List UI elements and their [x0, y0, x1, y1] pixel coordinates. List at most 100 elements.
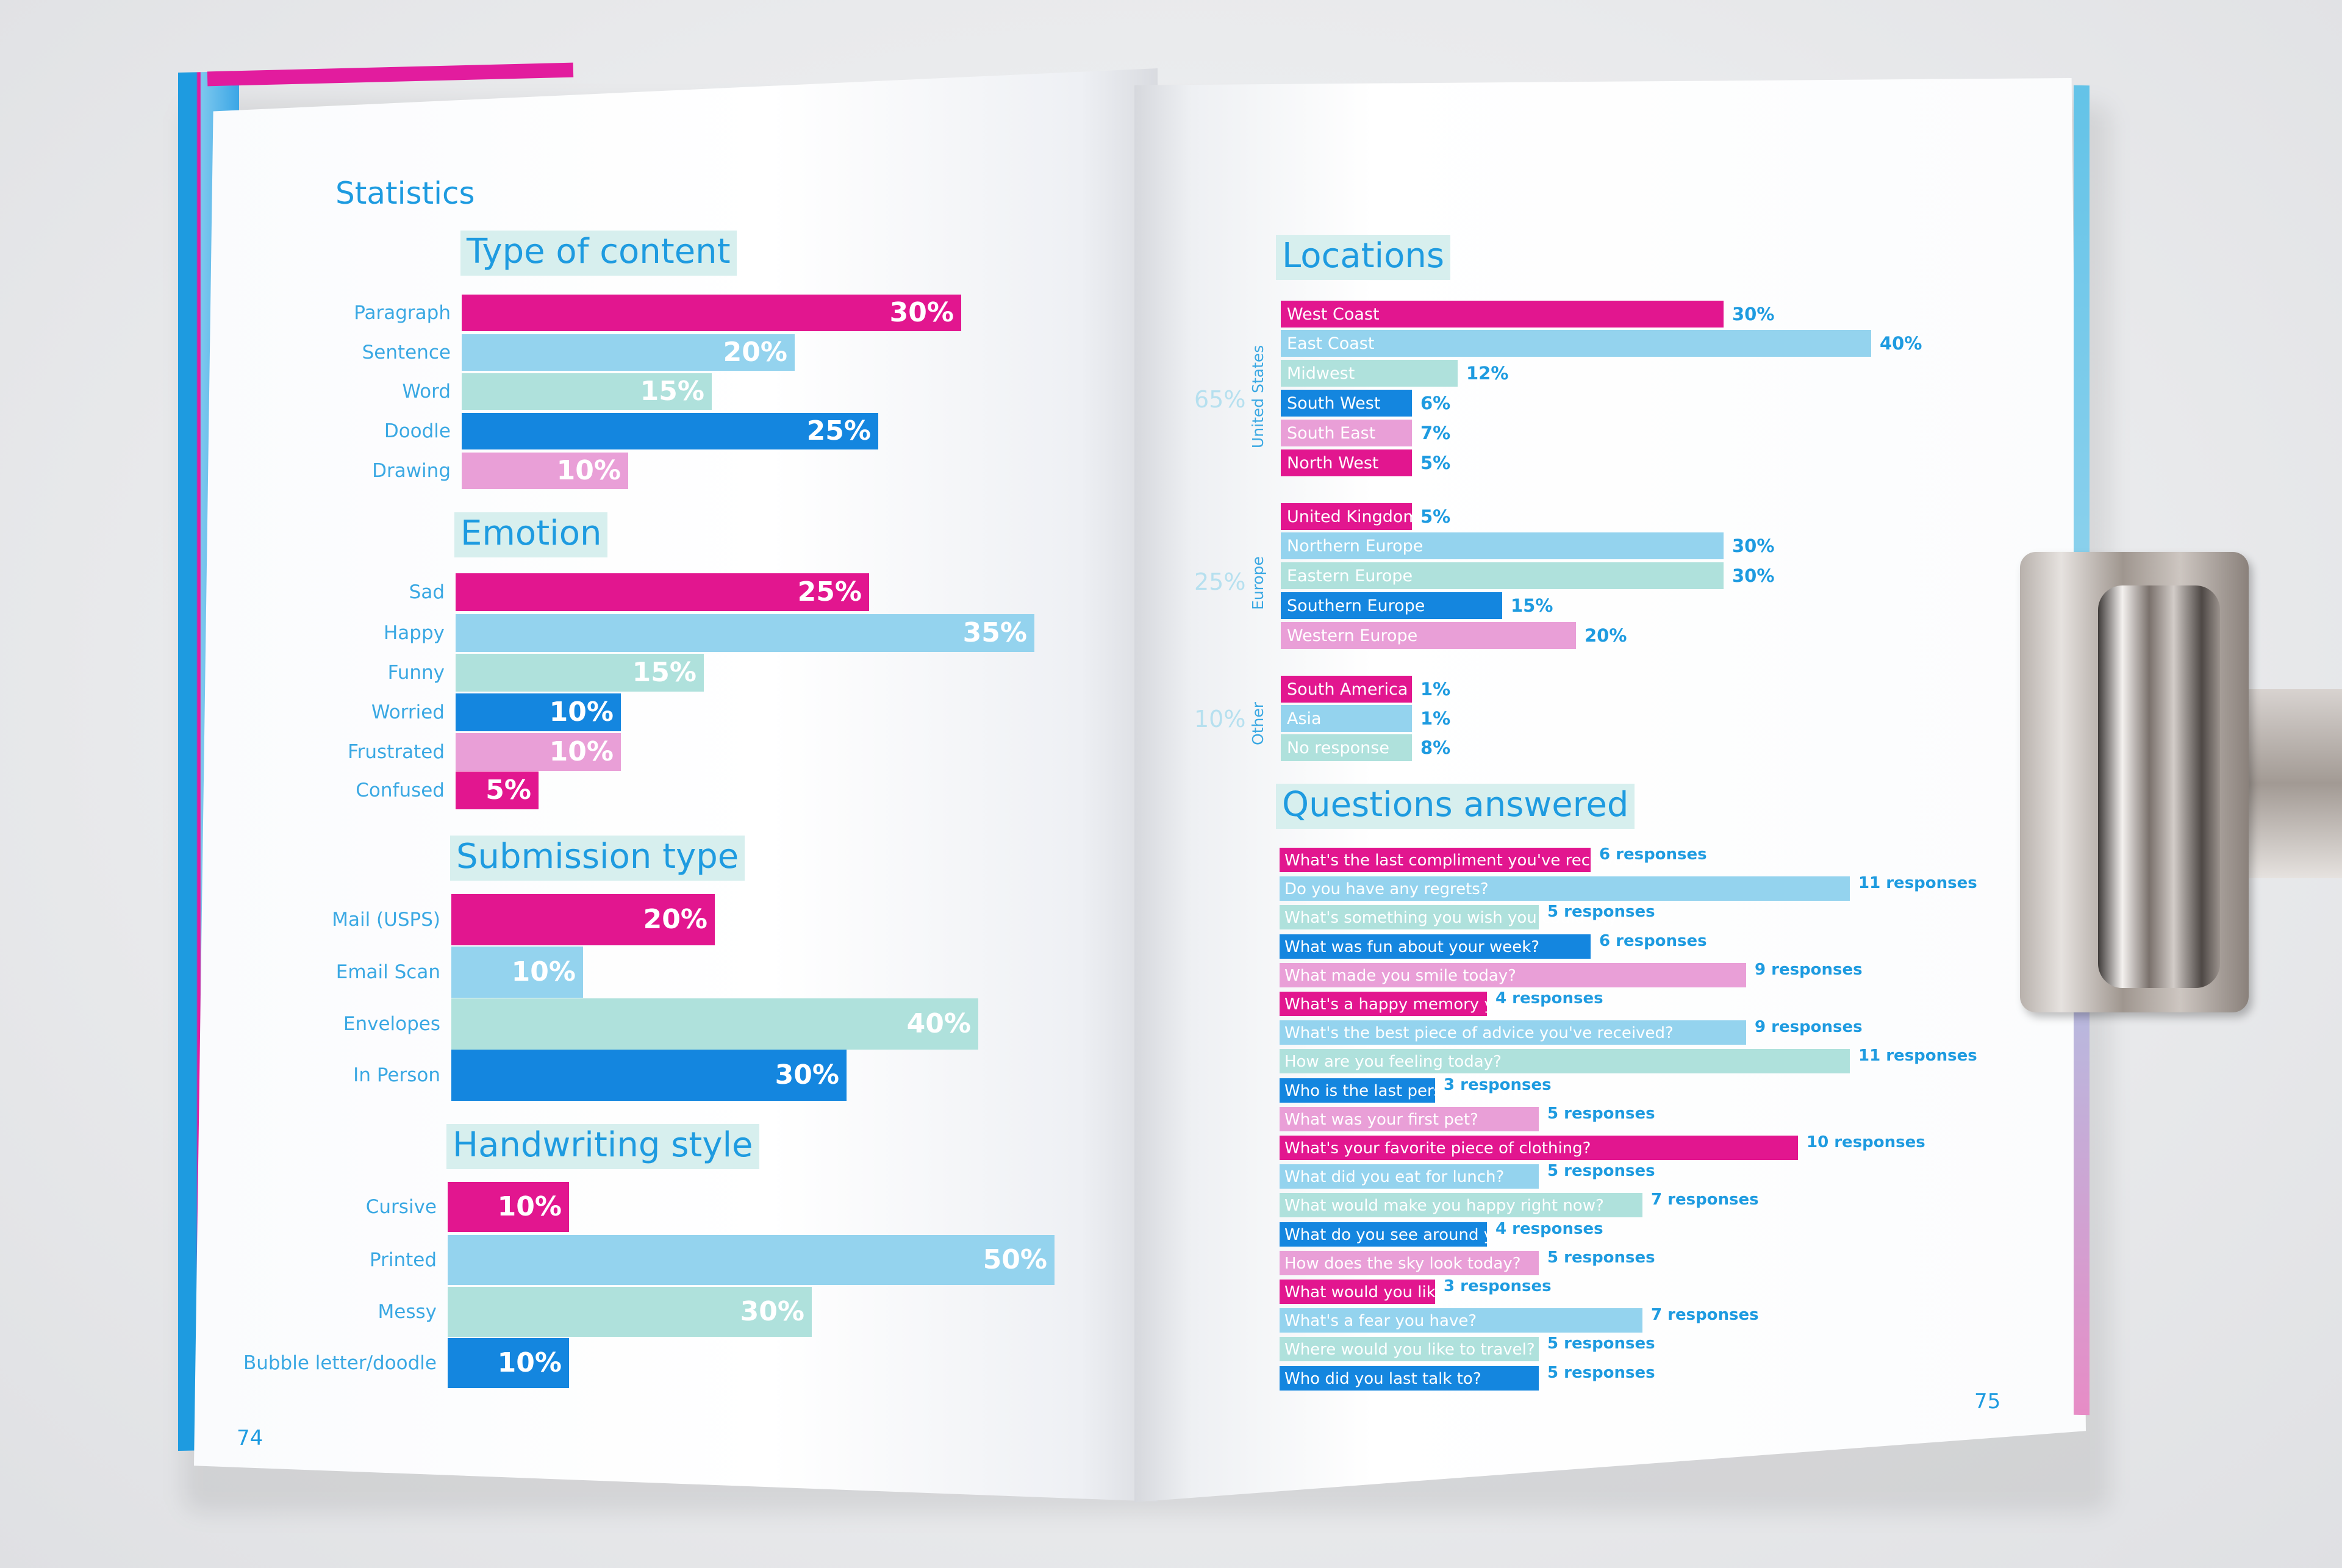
- bar-value-label: 20%: [643, 904, 707, 935]
- bar: [1280, 934, 1591, 959]
- bar-category-label: South West: [1287, 394, 1381, 413]
- bar-value-label: 8%: [1420, 737, 1451, 758]
- question-label: What did you eat for lunch?: [1284, 1168, 1505, 1186]
- question-label: What's the last compliment you've receiv…: [1284, 851, 1642, 870]
- bar-category-label: Eastern Europe: [1287, 567, 1413, 585]
- question-label: What's a happy memory you have?: [1284, 995, 1566, 1014]
- bar-value-label: 30%: [1732, 535, 1775, 556]
- response-count: 6 responses: [1599, 932, 1707, 950]
- bar-category-label: West Coast: [1287, 305, 1380, 324]
- bar-value-label: 30%: [1732, 304, 1775, 324]
- bar-category-label: Midwest: [1287, 364, 1355, 383]
- bar-category-label: North West: [1287, 454, 1379, 473]
- section-title: Handwriting style: [446, 1124, 759, 1169]
- response-count: 9 responses: [1755, 1018, 1863, 1036]
- bar-value-label: 25%: [797, 576, 862, 607]
- bar: [1281, 301, 1724, 328]
- question-label: How are you feeling today?: [1284, 1053, 1502, 1071]
- group-name: Europe: [1249, 556, 1267, 610]
- bar: [1280, 1020, 1746, 1045]
- binder-clip-roll: [2098, 585, 2220, 988]
- bar: [1281, 562, 1724, 589]
- response-count: 6 responses: [1599, 845, 1707, 864]
- bar-value-label: 6%: [1420, 393, 1451, 413]
- bar: [456, 573, 869, 611]
- bar: [451, 947, 583, 998]
- page-number-right: 75: [1974, 1389, 2001, 1414]
- question-label: Where would you like to travel?: [1284, 1341, 1535, 1359]
- section-title: Submission type: [450, 836, 745, 881]
- response-count: 4 responses: [1495, 989, 1603, 1008]
- category-label: In Person: [353, 1064, 440, 1086]
- bar-value-label: 30%: [740, 1296, 804, 1327]
- category-label: Happy: [383, 622, 445, 644]
- bar: [451, 998, 978, 1050]
- bar: [1280, 848, 1591, 872]
- bar-category-label: East Coast: [1287, 334, 1375, 353]
- bar-category-label: Western Europe: [1287, 626, 1418, 645]
- bar-value-label: 35%: [962, 617, 1027, 648]
- bar-category-label: South East: [1287, 424, 1376, 443]
- category-label: Printed: [369, 1249, 437, 1271]
- response-count: 7 responses: [1651, 1306, 1759, 1324]
- bar: [1280, 1193, 1642, 1217]
- bar: [1280, 876, 1850, 901]
- bar: [451, 1050, 847, 1101]
- bar: [1281, 705, 1412, 732]
- bar: [462, 413, 878, 449]
- response-count: 5 responses: [1547, 903, 1655, 921]
- category-label: Paragraph: [354, 302, 451, 324]
- bar: [462, 334, 795, 371]
- bar: [1280, 1107, 1539, 1131]
- response-count: 4 responses: [1495, 1220, 1603, 1238]
- bar: [1280, 1136, 1798, 1160]
- response-count: 7 responses: [1651, 1190, 1759, 1209]
- category-label: Envelopes: [343, 1013, 440, 1035]
- section-title: Emotion: [454, 512, 608, 557]
- question-label: What was fun about your week?: [1284, 938, 1540, 956]
- bar-value-label: 20%: [723, 337, 787, 368]
- bar-value-label: 5%: [485, 775, 531, 806]
- bar-value-label: 5%: [1420, 453, 1451, 473]
- bar: [1281, 676, 1412, 703]
- category-label: Cursive: [365, 1196, 437, 1218]
- bar: [462, 373, 712, 410]
- bar: [1281, 734, 1412, 761]
- group-name: Other: [1249, 702, 1267, 745]
- bar-value-label: 30%: [1732, 565, 1775, 586]
- bar: [448, 1235, 1055, 1285]
- bar: [1280, 1366, 1539, 1391]
- bar: [1281, 503, 1412, 530]
- bar-value-label: 15%: [632, 657, 697, 688]
- bar-value-label: 12%: [1466, 363, 1509, 384]
- group-share: 25%: [1194, 568, 1246, 595]
- questions-title: Questions answered: [1276, 784, 1635, 829]
- question-label: What would you like to change?: [1284, 1283, 1538, 1301]
- response-count: 5 responses: [1547, 1162, 1655, 1180]
- bar-value-label: 10%: [497, 1347, 562, 1378]
- category-label: Doodle: [384, 420, 451, 442]
- bar: [1281, 592, 1502, 619]
- bar-value-label: 30%: [775, 1059, 839, 1090]
- bar-category-label: Asia: [1287, 709, 1322, 728]
- bar: [1281, 360, 1458, 387]
- bar-value-label: 50%: [983, 1244, 1047, 1275]
- category-label: Funny: [387, 662, 445, 684]
- bar-category-label: Northern Europe: [1287, 537, 1423, 556]
- response-count: 3 responses: [1444, 1277, 1552, 1295]
- bar: [1280, 1222, 1487, 1247]
- question-label: What's something you wish you could say?: [1284, 909, 1626, 927]
- bar: [1280, 963, 1746, 987]
- bar: [456, 733, 621, 771]
- bar-value-label: 40%: [906, 1008, 971, 1039]
- bar: [1280, 1251, 1539, 1275]
- bar: [462, 295, 961, 331]
- response-count: 5 responses: [1547, 1248, 1655, 1267]
- response-count: 11 responses: [1858, 1047, 1977, 1065]
- bar: [1280, 1049, 1850, 1073]
- section-title: Type of content: [460, 231, 737, 276]
- category-label: Worried: [371, 701, 445, 723]
- bar-value-label: 20%: [1585, 625, 1627, 646]
- question-label: Do you have any regrets?: [1284, 880, 1489, 898]
- bar: [462, 453, 628, 489]
